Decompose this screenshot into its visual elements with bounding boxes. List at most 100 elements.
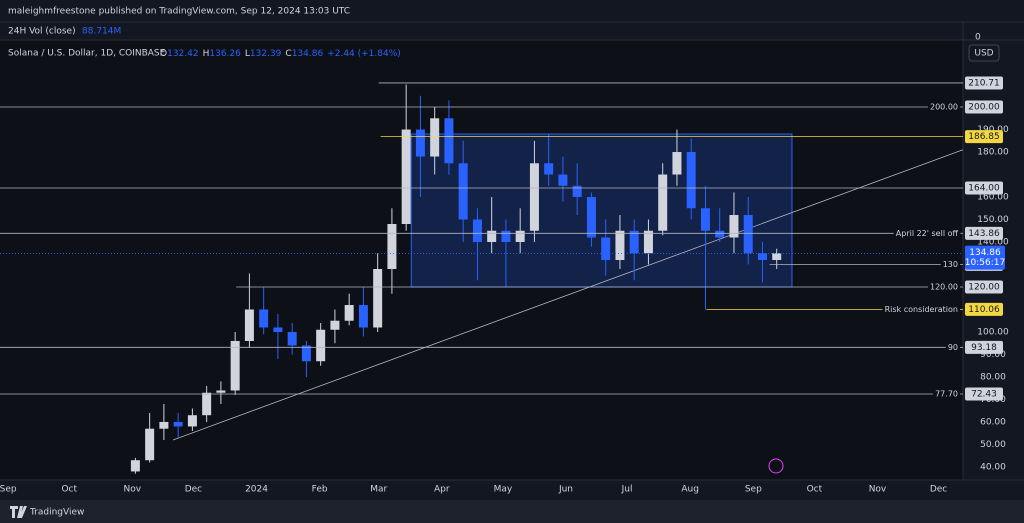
candle-body — [444, 118, 454, 164]
level-price-label: 143.86 — [968, 229, 1000, 239]
y-tick-label: 140.00 — [977, 238, 1009, 248]
candle-body — [544, 163, 554, 175]
candle-body — [729, 215, 739, 238]
level-note-bg — [928, 282, 960, 292]
level-note: 130 — [943, 260, 958, 269]
level-price-label: 200.00 — [968, 103, 1000, 113]
level-price-box — [965, 76, 1003, 90]
candle-body — [415, 129, 425, 157]
level-price-label: 110.06 — [968, 305, 1000, 315]
level-note: 120.00 — [930, 282, 958, 291]
legend-value: 132.42 — [167, 49, 199, 59]
level-price-label: 93.18 — [971, 343, 997, 353]
level-price-box — [965, 340, 1003, 354]
x-tick-label: Sep — [0, 485, 17, 495]
level-note-bg — [893, 228, 961, 238]
candle-body — [330, 320, 340, 330]
candle-body — [316, 329, 326, 362]
currency[interactable]: USD — [974, 49, 993, 59]
candle-body — [501, 230, 511, 243]
level-price-box — [965, 302, 1003, 316]
last-price-box — [965, 245, 1005, 270]
y-tick-label: 50.00 — [980, 440, 1006, 450]
legend-key: C — [285, 49, 291, 59]
countdown: 10:56:17 — [965, 258, 1005, 268]
x-tick-label: May — [494, 485, 513, 495]
footer: TradingView — [29, 508, 84, 518]
volume-value: 88.714M — [82, 27, 121, 37]
candle-body — [743, 215, 753, 254]
x-tick-label: 2024 — [245, 485, 268, 495]
legend-value: 132.39 — [250, 49, 282, 59]
y-tick-label: 190.00 — [977, 125, 1009, 135]
level-price-box — [965, 100, 1003, 114]
y-tick-label: 60.00 — [980, 417, 1006, 427]
candle-body — [287, 331, 297, 346]
candle-body — [130, 460, 140, 472]
level-price-label: 186.85 — [968, 132, 1000, 142]
x-tick-label: Nov — [124, 485, 142, 495]
x-tick-label: Apr — [434, 485, 450, 495]
level-note: Risk consideration — [885, 305, 958, 314]
candle-body — [686, 152, 696, 209]
x-tick-label: Oct — [807, 485, 823, 495]
candle-body — [572, 185, 582, 198]
legend-key: L — [245, 49, 250, 59]
header: maleighmfreestone published on TradingVi… — [8, 7, 350, 17]
candle-body — [244, 309, 254, 341]
candle-body — [344, 304, 354, 321]
level-note-bg — [882, 304, 960, 314]
level-note-bg — [933, 389, 960, 399]
candle-body — [159, 421, 169, 429]
candle-body — [173, 421, 183, 427]
x-tick-label: Dec — [930, 485, 947, 495]
flash-icon[interactable] — [768, 458, 784, 474]
candle-body — [387, 224, 397, 269]
candle-body — [358, 304, 368, 328]
level-note-bg — [945, 342, 960, 352]
volume-label: 24H Vol (close) — [8, 27, 76, 37]
candle-body — [529, 163, 539, 231]
level-price-box — [965, 280, 1003, 294]
legend-key: O — [160, 49, 167, 59]
candle-body — [230, 340, 240, 391]
level-price-label: 120.00 — [968, 282, 1000, 292]
currency-box[interactable] — [968, 44, 1000, 62]
ohlc-legend: O132.42 H136.26 L132.39 C134.86 +2.44 (+1.84… — [160, 49, 401, 59]
candle-body — [458, 163, 468, 220]
y-tick-label: 100.00 — [977, 327, 1009, 337]
volume-tick: 0 — [975, 33, 981, 43]
x-tick-label: Sep — [745, 485, 762, 495]
level-price-label: 164.00 — [968, 184, 1000, 194]
level-note: 77.70 — [935, 390, 958, 399]
last-price-label: 134.86 — [969, 248, 1001, 258]
candle-body — [558, 174, 568, 186]
candle-body — [643, 230, 653, 254]
level-price-label: 72.43 — [971, 390, 997, 400]
y-tick-label: 160.00 — [977, 193, 1009, 203]
level-price-box — [965, 181, 1003, 195]
candle-body — [259, 309, 269, 328]
legend-value: 134.86 — [292, 49, 324, 59]
candle-body — [487, 230, 497, 243]
candle-body — [187, 415, 197, 427]
chart-title: Solana / U.S. Dollar, 1D, COINBASE — [8, 49, 166, 59]
level-note-bg — [940, 259, 960, 269]
legend-change: +2.44 (+1.84%) — [327, 49, 401, 59]
y-tick-label: 180.00 — [977, 148, 1009, 158]
y-tick-label: 80.00 — [980, 372, 1006, 382]
candle-body — [216, 390, 226, 393]
plot-area — [0, 40, 963, 480]
candle-body — [700, 208, 710, 231]
candle-body — [586, 197, 596, 238]
level-note: 90 — [948, 343, 958, 352]
level-price-box — [965, 130, 1003, 144]
y-tick-label: 40.00 — [980, 462, 1006, 472]
level-note-bg — [928, 102, 960, 112]
candle-body — [515, 230, 525, 243]
y-tick-label: 90.00 — [980, 350, 1006, 360]
y-tick-label: 150.00 — [977, 215, 1009, 225]
candle-body — [757, 253, 767, 260]
